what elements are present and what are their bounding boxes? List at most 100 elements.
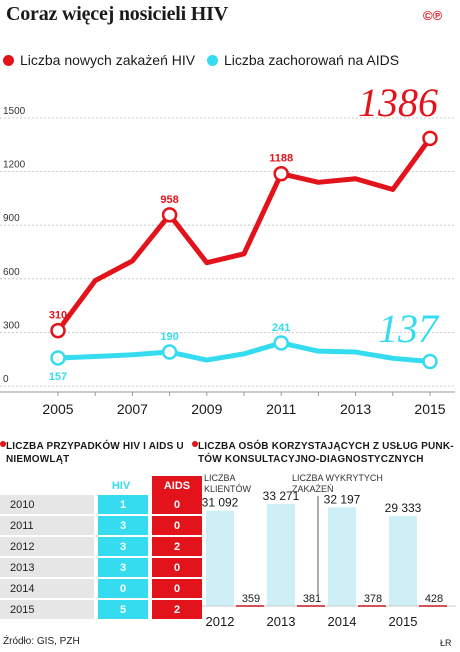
row-aids-value: 0: [148, 558, 202, 579]
series-aids: 157 190 241 137: [49, 306, 440, 383]
infections-value-label: 428: [425, 593, 443, 605]
y-tick-label: 0: [3, 374, 9, 385]
row-hiv-value: 3: [94, 558, 148, 579]
row-hiv-value: 3: [94, 537, 148, 558]
table-row: 2014 0 0: [0, 579, 202, 600]
aids-line: [55, 340, 433, 365]
aids-point: [161, 344, 178, 360]
row-year: 2013: [0, 558, 94, 579]
infant-table-title: LICZBA PRZYPADKÓW HIV I AIDS U NIEMOWLĄT: [0, 440, 186, 466]
aids-data-label: 157: [49, 371, 67, 383]
consult-year-label: 2014: [328, 614, 357, 629]
table-row: 2011 3 0: [0, 516, 202, 537]
hiv-data-label: 1188: [269, 153, 293, 165]
legend-aids-dot-icon: [207, 54, 218, 66]
hiv-point: [422, 130, 438, 147]
hiv-line: [55, 135, 433, 334]
x-tick-label: 2011: [266, 401, 296, 417]
hiv-point: [161, 207, 178, 223]
x-tick-label: 2015: [414, 401, 445, 417]
consult-chart-title: LICZBA OSÓB KORZYSTAJĄCYCH Z USŁUG PUNK-…: [192, 440, 458, 466]
row-year: 2015: [0, 600, 94, 621]
row-hiv-value: 3: [94, 516, 148, 537]
infections-value-label: 359: [242, 593, 260, 605]
source-note: Źródło: GIS, PZH: [3, 636, 80, 647]
row-hiv-value: 0: [94, 579, 148, 600]
infections-annotation-line1: LICZBA WYKRYTYCH: [292, 473, 383, 483]
bullet-icon: [192, 441, 198, 447]
header-aids: AIDS: [148, 476, 202, 495]
row-hiv-value: 1: [94, 495, 148, 516]
row-aids-value: 0: [148, 579, 202, 600]
infections-annotation-line2: ZAKAŻEŃ: [292, 484, 334, 494]
x-axis: 2005 2007 2009 2011 2013 2015: [0, 391, 455, 417]
header-hiv: HIV: [111, 479, 131, 492]
legend-aids-label: Liczba zachorowań na AIDS: [224, 52, 400, 68]
row-aids-value: 0: [148, 495, 202, 516]
aids-point: [273, 335, 289, 351]
y-tick-label: 1500: [3, 106, 26, 117]
infant-table: HIV AIDS 2010 1 0 2011 3 0 2012 3 2 2013 3 0 2014 0 0 201…: [0, 476, 202, 621]
y-tick-label: 900: [3, 213, 20, 224]
clients-bar: [328, 507, 356, 606]
hiv-point: [50, 322, 66, 339]
table-row: 2010 1 0: [0, 495, 202, 516]
clients-bar: [267, 504, 295, 606]
y-tick-label: 1200: [3, 160, 26, 171]
row-aids-value: 0: [148, 516, 202, 537]
consult-year-label: 2012: [206, 614, 235, 629]
aids-point: [422, 353, 438, 370]
aids-data-label: 190: [160, 331, 178, 343]
hiv-data-label: 310: [49, 310, 67, 322]
bullet-icon: [0, 441, 6, 447]
table-row: 2012 3 2: [0, 537, 202, 558]
y-tick-label: 600: [3, 267, 20, 278]
clients-value-label: 31 092: [202, 496, 239, 510]
consult-year-label: 2013: [267, 614, 296, 629]
clients-bar: [389, 516, 417, 606]
hiv-latest-value: 1386: [358, 80, 438, 125]
row-year: 2011: [0, 516, 94, 537]
x-tick-label: 2009: [191, 401, 222, 417]
infections-value-label: 378: [364, 593, 382, 605]
author-initials: ŁR: [440, 638, 452, 648]
clients-value-label: 33 271: [263, 489, 300, 503]
clients-value-label: 32 197: [324, 492, 361, 506]
legend-hiv-dot-icon: [3, 54, 14, 66]
y-axis: 0 300 600 900 1200 1500: [3, 106, 26, 385]
row-hiv-value: 5: [94, 600, 148, 621]
x-tick-label: 2005: [42, 401, 73, 417]
aids-point: [50, 350, 66, 366]
consult-bars: 31 092 359 2012 33 271 381 2013 32 197 378 2014 2…: [200, 473, 456, 629]
consult-chart-title-text: LICZBA OSÓB KORZYSTAJĄCYCH Z USŁUG PUNK-…: [198, 441, 454, 465]
clients-annotation-line2: KLIENTÓW: [204, 484, 252, 494]
legend-aids: Liczba zachorowań na AIDS: [207, 52, 399, 68]
legend-hiv-label: Liczba nowych zakażeń HIV: [20, 52, 196, 68]
legend-hiv: Liczba nowych zakażeń HIV: [3, 52, 195, 68]
row-year: 2014: [0, 579, 94, 600]
aids-latest-value: 137: [378, 306, 440, 351]
y-tick-label: 300: [3, 320, 20, 331]
hiv-data-label: 958: [160, 194, 178, 206]
hiv-point: [273, 165, 289, 182]
row-year: 2010: [0, 495, 94, 516]
infections-value-label: 381: [303, 593, 321, 605]
header-blank: [0, 476, 94, 495]
row-aids-value: 2: [148, 537, 202, 558]
x-tick-label: 2013: [340, 401, 371, 417]
table-header-row: HIV AIDS: [0, 476, 202, 495]
x-tick-label: 2007: [117, 401, 148, 417]
clients-value-label: 29 333: [385, 501, 422, 515]
row-year: 2012: [0, 537, 94, 558]
aids-data-label: 241: [272, 322, 290, 334]
clients-bar: [206, 510, 234, 606]
page-title: Coraz więcej nosicieli HIV: [6, 3, 228, 25]
row-aids-value: 2: [148, 600, 202, 621]
consult-year-label: 2015: [389, 614, 418, 629]
infant-table-title-text: LICZBA PRZYPADKÓW HIV I AIDS U NIEMOWLĄT: [6, 441, 184, 465]
table-row: 2013 3 0: [0, 558, 202, 579]
series-hiv: 310 958 1188 1386: [49, 80, 438, 339]
clients-annotation-line1: LICZBA: [204, 473, 236, 483]
brand-logo: ©℗: [423, 8, 443, 23]
